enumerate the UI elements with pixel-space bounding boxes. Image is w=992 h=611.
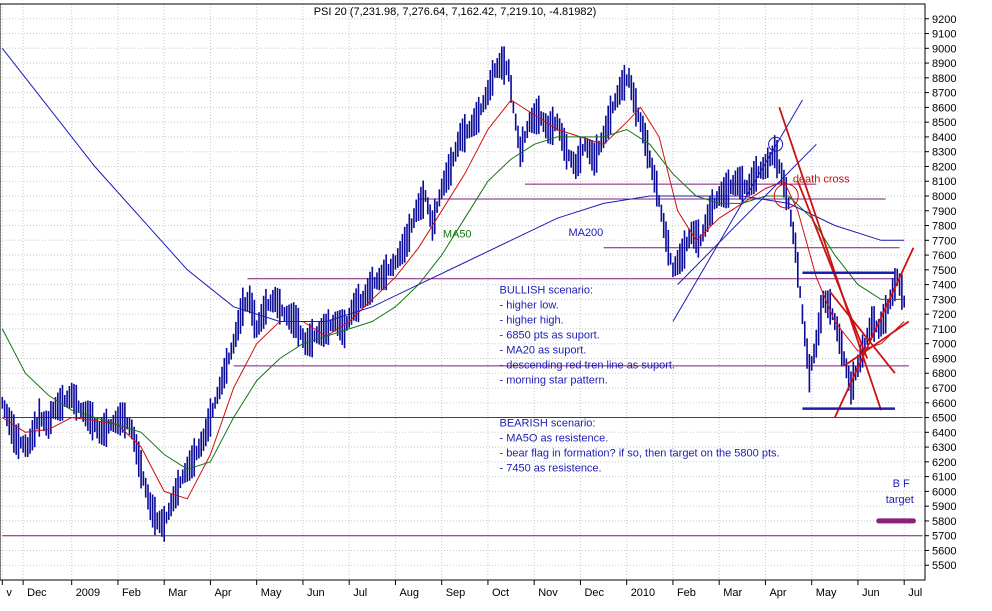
x-tick-label: 2010 bbox=[631, 587, 655, 599]
x-tick-label: Feb bbox=[677, 587, 696, 599]
x-tick-label: Dec bbox=[584, 587, 604, 599]
trend-line bbox=[778, 107, 882, 411]
bearish-item: - 7450 as resistence. bbox=[500, 462, 602, 474]
y-tick-label: 6300 bbox=[932, 442, 956, 454]
bf-target-label: target bbox=[886, 494, 914, 506]
series bbox=[1, 46, 905, 542]
ma50-label: MA50 bbox=[443, 228, 472, 240]
y-tick-label: 7100 bbox=[932, 324, 956, 336]
x-tick-label: Dec bbox=[27, 587, 47, 599]
x-tick-label: Aug bbox=[399, 587, 419, 599]
y-tick-label: 8700 bbox=[932, 88, 956, 100]
x-tick-label: Jul bbox=[353, 587, 367, 599]
trend-line bbox=[672, 99, 803, 322]
y-tick-label: 5500 bbox=[932, 560, 956, 572]
bullish-item: - 6850 pts as suport. bbox=[500, 329, 600, 341]
series-line-ma20 bbox=[2, 99, 905, 500]
bullish-item: - descending red tren line as suport. bbox=[500, 359, 676, 371]
y-tick-label: 7000 bbox=[932, 339, 956, 351]
plot-frame bbox=[0, 3, 926, 581]
bullish-item: - higher low. bbox=[500, 299, 559, 311]
trend-line bbox=[677, 143, 817, 285]
circle-marker bbox=[768, 136, 784, 152]
death-cross-circle bbox=[773, 183, 799, 209]
y-tick-label: 7800 bbox=[932, 221, 956, 233]
horizontal-support-lines bbox=[2, 183, 923, 537]
y-tick-label: 6900 bbox=[932, 353, 956, 365]
bf-label: B F bbox=[893, 478, 910, 490]
y-tick-label: 6500 bbox=[932, 413, 956, 425]
annotations: MA50 MA200 death cross BULLISH scenario: - h… bbox=[443, 174, 914, 506]
x-tick-label: Feb bbox=[122, 587, 141, 599]
x-tick-label: Mar bbox=[723, 587, 742, 599]
y-tick-label: 5800 bbox=[932, 516, 956, 528]
series-line-ma200 bbox=[1, 47, 905, 322]
x-tick-label: Jun bbox=[862, 587, 880, 599]
y-tick-label: 9100 bbox=[932, 29, 956, 41]
x-tick-label: 2009 bbox=[76, 587, 100, 599]
y-tick-label: 7400 bbox=[932, 280, 956, 292]
y-tick-label: 9200 bbox=[932, 14, 956, 26]
y-tick-label: 6700 bbox=[932, 383, 956, 395]
x-tick-label: May bbox=[816, 587, 837, 599]
y-tick-label: 5600 bbox=[932, 545, 956, 557]
bullish-item: - morning star pattern. bbox=[500, 374, 608, 386]
y-tick-label: 8200 bbox=[932, 161, 956, 173]
x-tick-label: Oct bbox=[492, 587, 509, 599]
chart-title: PSI 20 (7,231.98, 7,276.64, 7,162.42, 7,… bbox=[314, 6, 597, 18]
x-tick-label: Nov bbox=[538, 587, 558, 599]
y-tick-label: 8600 bbox=[932, 102, 956, 114]
y-tick-label: 7200 bbox=[932, 309, 956, 321]
x-tick-label: Sep bbox=[446, 587, 466, 599]
trend-lines bbox=[672, 99, 916, 524]
y-tick-label: 6100 bbox=[932, 472, 956, 484]
x-tick-label: Jul bbox=[908, 587, 922, 599]
x-tick-label: v bbox=[6, 587, 12, 599]
trend-line bbox=[796, 180, 869, 359]
y-tick-label: 8900 bbox=[932, 58, 956, 70]
y-tick-label: 8000 bbox=[932, 191, 956, 203]
trend-line bbox=[829, 291, 896, 374]
y-tick-label: 6800 bbox=[932, 368, 956, 380]
y-tick-label: 5900 bbox=[932, 501, 956, 513]
y-tick-label: 9000 bbox=[932, 43, 956, 55]
axes: 5500 5600 5700 5800 5900 6000 6100 6200 6300 6400… bbox=[0, 3, 956, 599]
y-tick-label: 6600 bbox=[932, 398, 956, 410]
grid bbox=[0, 4, 925, 580]
bullish-item: - higher high. bbox=[500, 314, 564, 326]
bearish-title: BEARISH scenario: bbox=[500, 417, 596, 429]
bearish-item: - MA5O as resistence. bbox=[500, 432, 609, 444]
x-tick-label: Mar bbox=[168, 587, 187, 599]
y-tick-label: 7300 bbox=[932, 294, 956, 306]
y-tick-label: 6200 bbox=[932, 457, 956, 469]
y-tick-label: 7700 bbox=[932, 235, 956, 247]
x-tick-label: May bbox=[261, 587, 282, 599]
y-tick-label: 8800 bbox=[932, 73, 956, 85]
y-tick-label: 6000 bbox=[932, 486, 956, 498]
x-tick-label: Apr bbox=[214, 587, 231, 599]
series-line-ma50 bbox=[1, 128, 905, 470]
death-cross-label: death cross bbox=[793, 174, 850, 186]
trend-line bbox=[833, 247, 915, 418]
y-tick-label: 8100 bbox=[932, 176, 956, 188]
bearish-item: - bear flag in formation? if so, then ta… bbox=[500, 447, 780, 459]
bullish-item: - MA20 as suport. bbox=[500, 344, 587, 356]
y-tick-label: 5700 bbox=[932, 531, 956, 543]
y-tick-label: 8300 bbox=[932, 147, 956, 159]
y-tick-label: 6400 bbox=[932, 427, 956, 439]
trend-line bbox=[843, 320, 910, 367]
y-tick-label: 7500 bbox=[932, 265, 956, 277]
ma200-label: MA200 bbox=[568, 227, 603, 239]
x-tick-label: Jun bbox=[307, 587, 325, 599]
x-tick-label: Apr bbox=[769, 587, 786, 599]
y-tick-label: 7600 bbox=[932, 250, 956, 262]
y-tick-label: 7900 bbox=[932, 206, 956, 218]
y-tick-label: 8500 bbox=[932, 117, 956, 129]
bullish-title: BULLISH scenario: bbox=[500, 284, 594, 296]
y-tick-label: 8400 bbox=[932, 132, 956, 144]
